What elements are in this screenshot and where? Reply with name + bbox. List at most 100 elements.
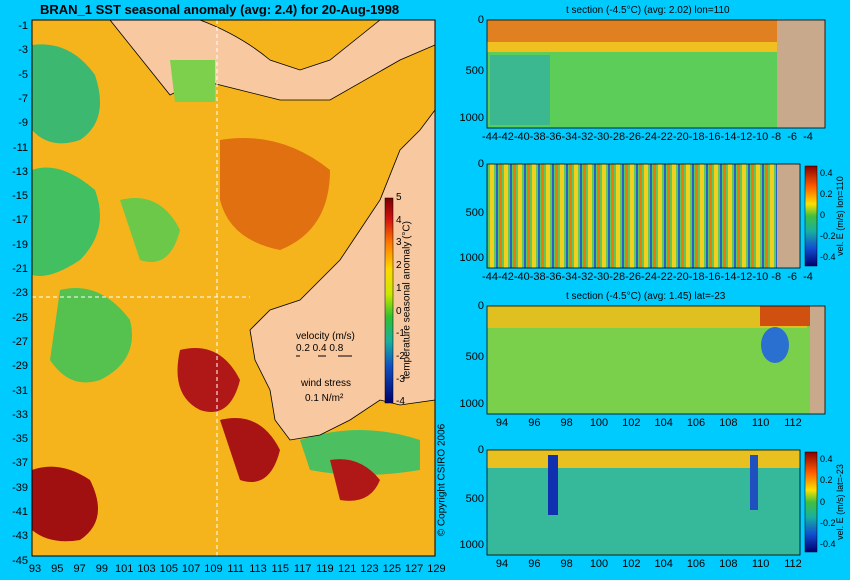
panel-4-x-tick: 104 xyxy=(654,558,673,570)
panel-3-title: t section (-4.5°C) (avg: 1.45) lat=-23 xyxy=(566,291,726,302)
panel-4-y-tick: 0 xyxy=(477,444,484,456)
panel-2-x-tick: -22 xyxy=(656,271,673,283)
panel-3-plot xyxy=(486,305,826,415)
panel-2-x-tick: -14 xyxy=(720,271,737,283)
sst-map xyxy=(31,19,436,557)
panel-4-colorbar-tick: 0.4 xyxy=(820,454,833,464)
colorbar-tick-label: 1 xyxy=(396,282,402,294)
panel-3-x-tick: 100 xyxy=(589,417,609,429)
panel-1-x-tick: -20 xyxy=(672,131,689,143)
panel-3-x-tick: 110 xyxy=(751,417,770,429)
panel-2-x-tick: -36 xyxy=(545,271,562,283)
panel-1-x-tick: -38 xyxy=(529,131,546,143)
panel-2-x-tick: -18 xyxy=(688,271,705,283)
panel-1-x-tick: -28 xyxy=(609,131,626,143)
panel-1-x-tick: -12 xyxy=(736,131,753,143)
panel-3-x-tick: 98 xyxy=(560,417,573,429)
lat-tick-label: -43 xyxy=(12,530,28,543)
panel-2-colorbar xyxy=(804,165,818,267)
panel-2-y-tick: 0 xyxy=(477,158,484,170)
colorbar-tick-label: 3 xyxy=(396,237,402,249)
panel-2-x-tick: -32 xyxy=(577,271,594,283)
lon-tick-label: 121 xyxy=(338,563,357,575)
panel-3-x-tick: 112 xyxy=(784,417,802,429)
lat-tick-label: -11 xyxy=(12,141,28,154)
panel-1-x-tick: -6 xyxy=(787,131,797,143)
lon-tick-label: 113 xyxy=(249,563,267,575)
panel-4-colorbar-tick: -0.4 xyxy=(820,539,836,549)
panel-4-colorbar xyxy=(804,451,818,553)
panel-1-x-tick: -4 xyxy=(803,131,813,143)
lat-tick-label: -15 xyxy=(12,190,28,203)
map-colorbar xyxy=(384,197,394,404)
lat-tick-label: -9 xyxy=(18,117,28,130)
lon-tick-label: 107 xyxy=(181,563,201,575)
panel-4-x-tick: 112 xyxy=(784,558,802,570)
lon-tick-label: 119 xyxy=(316,563,334,575)
panel-1-x-tick: -24 xyxy=(641,131,657,143)
panel-1-y-tick: 1000 xyxy=(459,112,484,124)
lon-tick-label: 105 xyxy=(159,563,178,575)
panel-4-plot xyxy=(486,449,818,556)
panel-2-x-tick: -38 xyxy=(529,271,546,283)
colorbar-tick-label: 4 xyxy=(396,214,402,226)
panel-4-x-tick: 94 xyxy=(495,558,509,570)
panel-2-x-tick: -30 xyxy=(593,271,610,283)
panel-2-x-tick: -44 xyxy=(482,271,498,283)
panel-1-x-tick: -36 xyxy=(545,131,562,143)
lon-tick-label: 103 xyxy=(137,563,156,575)
colorbar-tick-label: -2 xyxy=(396,350,405,362)
panel-4-colorbar-label: vel. E (m/s) lat=-23 xyxy=(835,464,845,540)
lat-tick-label: -31 xyxy=(12,384,28,397)
wind-stress-label: wind stress xyxy=(301,378,352,389)
panel-4-colorbar-tick: 0 xyxy=(820,496,826,507)
panel-2-y-tick: 1000 xyxy=(459,252,484,264)
lat-tick-label: -25 xyxy=(12,311,28,324)
lat-tick-label: -45 xyxy=(12,554,28,567)
lat-tick-label: -39 xyxy=(12,481,28,494)
panel-2-x-tick: -42 xyxy=(497,271,514,283)
velocity-values: 0.2 0.4 0.8 xyxy=(296,343,344,354)
colorbar-tick-label: 0 xyxy=(396,305,402,317)
velocity-label: velocity (m/s) xyxy=(296,331,355,342)
panel-1-x-tick: -8 xyxy=(771,131,782,143)
colorbar-tick-label: -1 xyxy=(396,328,405,340)
panel-4-y-tick: 1000 xyxy=(459,539,484,551)
lat-tick-label: -5 xyxy=(18,68,28,81)
panel-4-x-tick: 100 xyxy=(589,558,609,570)
panel-2-x-tick: -8 xyxy=(771,271,782,283)
lat-tick-label: -3 xyxy=(18,44,28,57)
panel-3-x-tick: 104 xyxy=(654,417,673,429)
lat-tick-label: -29 xyxy=(12,360,28,373)
panel-4-colorbar-tick: -0.2 xyxy=(820,517,836,528)
panel-1-x-tick: -26 xyxy=(625,131,642,143)
colorbar-tick-label: -4 xyxy=(396,396,405,408)
panel-2-colorbar-tick: -0.4 xyxy=(820,252,836,262)
lat-tick-label: -33 xyxy=(12,408,28,421)
panel-1-x-tick: -40 xyxy=(513,131,530,143)
panel-2-x-tick: -4 xyxy=(803,271,813,283)
panel-4-x-tick: 110 xyxy=(751,558,770,570)
panel-2-x-tick: -12 xyxy=(736,271,753,283)
panel-3-x-tick: 94 xyxy=(495,417,509,429)
lat-tick-label: -37 xyxy=(12,457,28,470)
panel-4-colorbar-tick: 0.2 xyxy=(820,475,833,486)
main-title: BRAN_1 SST seasonal anomaly (avg: 2.4) f… xyxy=(40,2,400,17)
panel-4-x-tick: 98 xyxy=(560,558,573,570)
panel-1-x-tick: -44 xyxy=(482,131,498,143)
lon-tick-label: 127 xyxy=(404,563,424,575)
panel-2-x-tick: -40 xyxy=(513,271,530,283)
panel-2-plot xyxy=(486,163,818,269)
lat-tick-label: -23 xyxy=(12,287,28,300)
lat-tick-label: -41 xyxy=(12,506,28,518)
panel-2-x-tick: -16 xyxy=(704,271,721,283)
panel-4-y-tick: 500 xyxy=(465,493,484,506)
panel-4-x-tick: 102 xyxy=(622,558,641,570)
panel-1-x-tick: -22 xyxy=(656,131,673,143)
panel-3-x-tick: 102 xyxy=(622,417,641,429)
panel-2-x-tick: -28 xyxy=(609,271,626,283)
lon-tick-label: 125 xyxy=(382,563,401,575)
lat-tick-label: -1 xyxy=(18,20,28,32)
panel-1-plot xyxy=(486,19,826,129)
